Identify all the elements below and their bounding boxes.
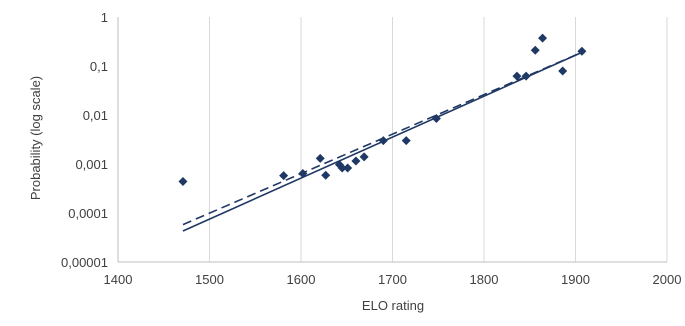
data-point (558, 66, 568, 76)
data-point (298, 168, 308, 178)
x-tick-label: 1900 (561, 272, 590, 287)
data-point (178, 176, 188, 186)
data-points (178, 33, 587, 186)
data-point (530, 45, 540, 55)
y-tick-label: 0,0001 (68, 206, 108, 221)
x-tick-label: 1700 (378, 272, 407, 287)
data-point (343, 163, 353, 173)
data-point (279, 171, 289, 181)
x-tick-label: 1400 (104, 272, 133, 287)
x-axis-title: ELO rating (362, 298, 424, 313)
y-axis-title: Probability (log scale) (28, 76, 43, 200)
data-point (431, 113, 441, 123)
axes (117, 17, 667, 263)
x-tick-label: 1500 (195, 272, 224, 287)
data-point (359, 152, 369, 162)
data-point (378, 136, 388, 146)
x-tick-label: 1800 (470, 272, 499, 287)
data-point (512, 71, 522, 81)
data-point (315, 153, 325, 163)
grid-lines (209, 17, 668, 262)
x-tick-label: 1600 (287, 272, 316, 287)
y-tick-label: 0,001 (75, 157, 108, 172)
data-point (577, 46, 587, 56)
y-tick-label: 1 (101, 10, 108, 25)
data-point (321, 170, 331, 180)
data-point (351, 156, 361, 166)
data-point (538, 33, 548, 43)
x-tick-label: 2000 (653, 272, 682, 287)
data-point (337, 163, 347, 173)
y-tick-label: 0,01 (83, 108, 108, 123)
y-tick-label: 0,1 (90, 59, 108, 74)
data-point (521, 71, 531, 81)
data-point (401, 136, 411, 146)
y-tick-label: 0,00001 (61, 255, 108, 270)
tick-labels: 1400 1500 1600 1700 1800 1900 2000 1 0,1 0,01 0,00… (61, 10, 681, 287)
